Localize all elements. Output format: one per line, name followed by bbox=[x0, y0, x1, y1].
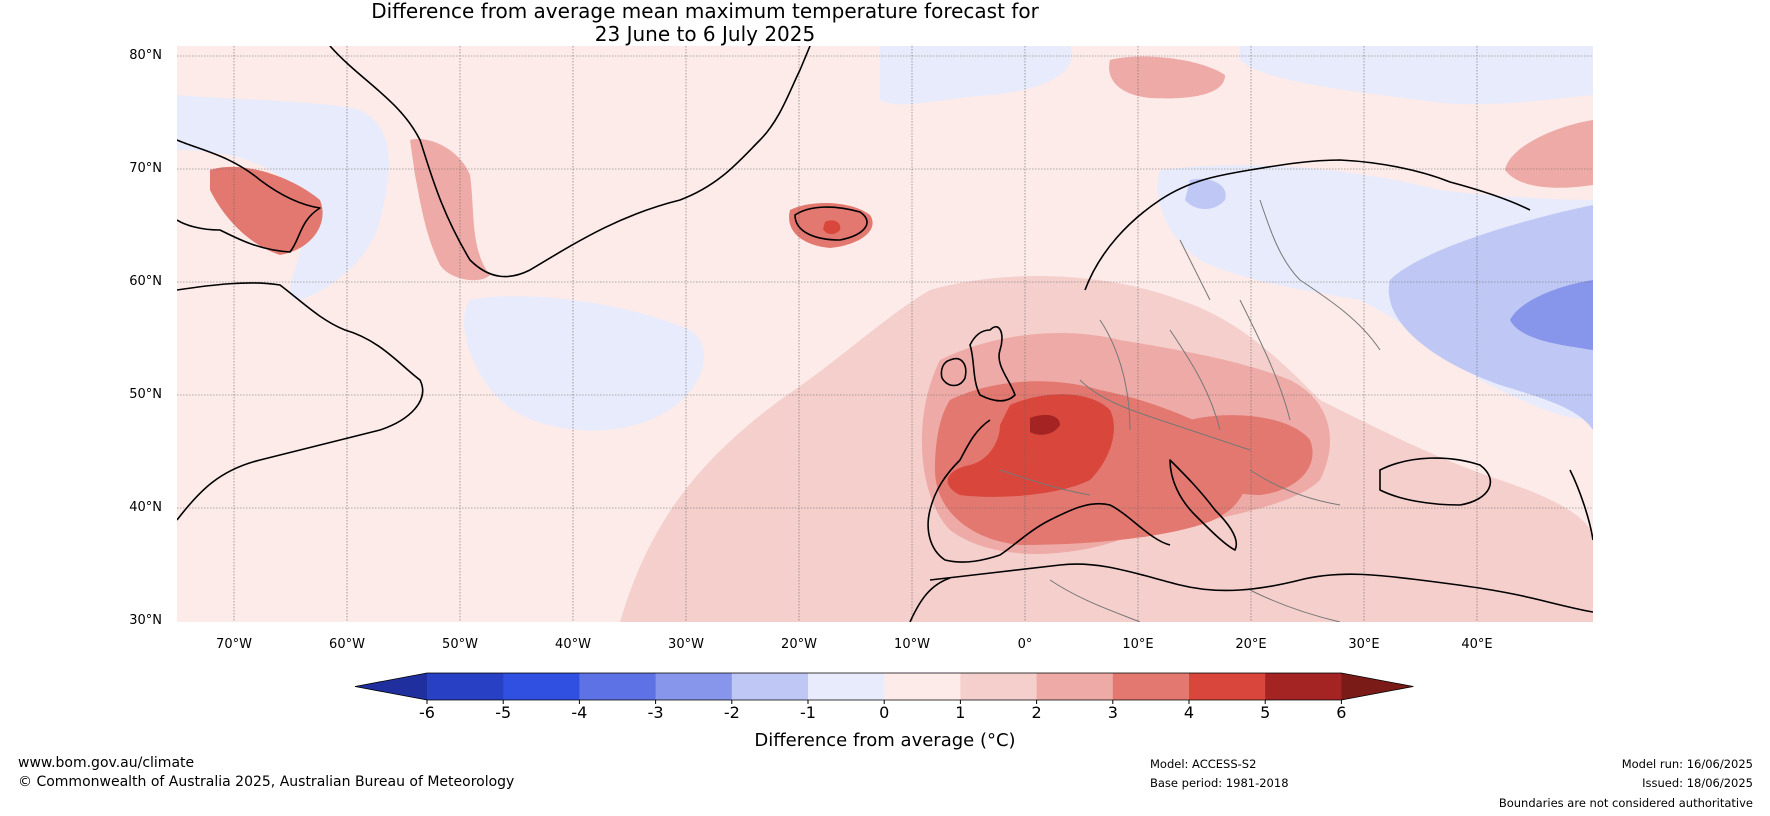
colorbar-bin bbox=[960, 673, 1038, 700]
colorbar-extend-high bbox=[1341, 673, 1414, 700]
colorbar-extend-low bbox=[355, 673, 427, 700]
colorbar-tick-label: 6 bbox=[1336, 703, 1347, 722]
colorbar-label: Difference from average (°C) bbox=[754, 730, 1016, 751]
coastlines bbox=[177, 46, 1593, 622]
colorbar-bin bbox=[1189, 673, 1266, 700]
iceland-hot-core bbox=[823, 220, 841, 235]
lat-label-40n: 40°N bbox=[129, 500, 162, 515]
base-period-text: Base period: 1981-2018 bbox=[1150, 776, 1289, 790]
colorbar-tick-label: -4 bbox=[571, 703, 588, 722]
title-line-2: 23 June to 6 July 2025 bbox=[594, 22, 816, 46]
colorbar-tick-label: -3 bbox=[647, 703, 664, 722]
colorbar-tick-label: 1 bbox=[955, 703, 966, 722]
ireland-coast bbox=[940, 358, 967, 387]
lon-label-10w: 10°W bbox=[894, 637, 930, 652]
colorbar-tick-label: 3 bbox=[1107, 703, 1118, 722]
lon-label-30e: 30°E bbox=[1348, 637, 1380, 652]
colorbar-bin bbox=[579, 673, 657, 700]
lon-label-40w: 40°W bbox=[555, 637, 591, 652]
colorbar-tick-label: -5 bbox=[495, 703, 512, 722]
black-sea-coast bbox=[1379, 457, 1492, 506]
colorbar-tick-label: -6 bbox=[419, 703, 435, 722]
lat-label-30n: 30°N bbox=[129, 613, 162, 628]
lon-label-40e: 40°E bbox=[1461, 637, 1493, 652]
north-atlantic-cool-region bbox=[880, 46, 1072, 105]
greenland-coast bbox=[329, 46, 811, 278]
scandinavia-coast bbox=[1084, 159, 1531, 291]
lon-label-20e: 20°E bbox=[1235, 637, 1267, 652]
arctic-cool-region bbox=[1240, 46, 1593, 105]
colorbar bbox=[354, 672, 1414, 704]
lat-label-50n: 50°N bbox=[129, 387, 162, 402]
lat-label-80n: 80°N bbox=[129, 48, 162, 63]
atlantic-cool-region bbox=[464, 296, 705, 431]
mediterranean-coast bbox=[929, 563, 1593, 613]
title-line-1: Difference from average mean maximum tem… bbox=[371, 0, 1039, 23]
western-europe-hot-region bbox=[947, 394, 1114, 497]
barents-warm-region bbox=[1505, 120, 1593, 188]
lon-label-20w: 20°W bbox=[781, 637, 817, 652]
model-run-text: Model run: 16/06/2025 bbox=[1621, 757, 1753, 771]
lon-label-50w: 50°W bbox=[442, 637, 478, 652]
colorbar-bin bbox=[1112, 673, 1190, 700]
website-text: www.bom.gov.au/climate bbox=[18, 755, 195, 771]
colorbar-tick-label: 5 bbox=[1260, 703, 1271, 722]
colorbar-bin bbox=[503, 673, 580, 700]
lon-label-0: 0° bbox=[1017, 637, 1033, 652]
colorbar-bin bbox=[1036, 673, 1114, 700]
disclaimer-text: Boundaries are not considered authoritat… bbox=[1498, 796, 1753, 810]
europe-west-coast bbox=[927, 419, 1171, 563]
africa-coast bbox=[909, 577, 951, 622]
norway-cool-core-region bbox=[1185, 178, 1226, 209]
central-france-core-region bbox=[1030, 414, 1060, 435]
lon-label-30w: 30°W bbox=[668, 637, 704, 652]
greenland-east-warm-region bbox=[410, 139, 490, 281]
country-borders bbox=[999, 199, 1381, 622]
copyright-text: © Commonwealth of Australia 2025, Austra… bbox=[18, 774, 515, 790]
issued-text: Issued: 18/06/2025 bbox=[1642, 776, 1753, 790]
baffin-warm-region bbox=[210, 166, 323, 255]
britain-coast bbox=[969, 325, 1016, 402]
colorbar-bin bbox=[808, 673, 885, 700]
graticule bbox=[177, 46, 1593, 622]
labrador-coast bbox=[177, 282, 424, 521]
colorbar-bin bbox=[1265, 673, 1342, 700]
caspian-coast bbox=[1569, 469, 1593, 541]
colorbar-tick-label: -1 bbox=[800, 703, 816, 722]
russia-cool-region bbox=[1388, 205, 1593, 430]
russia-cool-core-region bbox=[1510, 280, 1593, 350]
lon-label-60w: 60°W bbox=[329, 637, 365, 652]
lon-label-70w: 70°W bbox=[216, 637, 252, 652]
model-text: Model: ACCESS-S2 bbox=[1150, 757, 1257, 771]
iceland-coast bbox=[794, 206, 868, 241]
italy-coast bbox=[1169, 459, 1237, 551]
colorbar-tick-label: 0 bbox=[879, 703, 890, 722]
lon-label-10e: 10°E bbox=[1122, 637, 1154, 652]
anomaly-field bbox=[177, 46, 1593, 622]
colorbar-tick-label: 4 bbox=[1183, 703, 1195, 722]
svalbard-warm-region bbox=[1109, 56, 1225, 99]
colorbar-tick-label: 2 bbox=[1031, 703, 1042, 722]
colorbar-tick-label: -2 bbox=[723, 703, 740, 722]
lat-label-70n: 70°N bbox=[129, 161, 162, 176]
baffin-coast bbox=[177, 139, 321, 253]
colorbar-bin bbox=[427, 673, 504, 700]
colorbar-bin bbox=[884, 673, 961, 700]
colorbar-bin bbox=[731, 673, 809, 700]
colorbar-bin bbox=[655, 673, 733, 700]
chart-title: Difference from average mean maximum tem… bbox=[0, 0, 1410, 46]
lat-label-60n: 60°N bbox=[129, 274, 162, 289]
labrador-cool-region bbox=[177, 95, 389, 300]
